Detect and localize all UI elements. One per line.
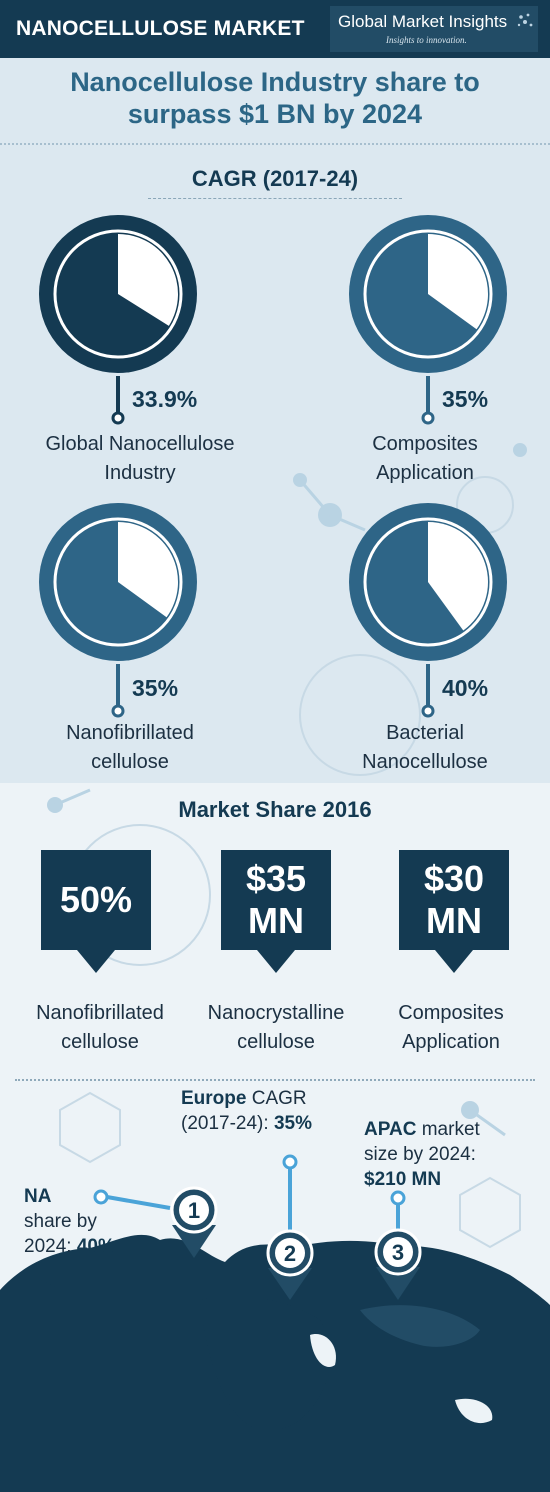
headline-line-2: surpass $1 BN by 2024: [127, 99, 423, 129]
pie-slice-3: [428, 522, 489, 631]
map-pin-icon-1: 1: [170, 1186, 218, 1258]
regions-divider: [15, 1079, 535, 1081]
region-na-caption: 2024:: [24, 1236, 77, 1257]
map-pin-number-2: 2: [284, 1241, 296, 1266]
header-bar: NANOCELLULOSE MARKET Global Market Insig…: [0, 0, 550, 58]
region-note-na-line-2: share by: [24, 1211, 97, 1232]
share-callout-0-value: 50%: [41, 850, 151, 950]
region-note-apac-line-1: APAC market: [364, 1117, 480, 1142]
pie-value-label-0: 33.9%: [132, 386, 198, 412]
map-pin-number-1: 1: [188, 1198, 200, 1223]
pie-ring-0: [53, 229, 183, 359]
sparkle-icon: [517, 13, 533, 27]
brand-tagline: Insights to innovation.: [386, 35, 467, 45]
pie-value-label-2: 35%: [132, 675, 179, 701]
pin-connector-apac: [390, 1190, 406, 1230]
pie-slice-2: [118, 522, 178, 618]
pie-category-label-2-line-1: Nanofibrillated: [66, 722, 194, 744]
headline: Nanocellulose Industry share to surpass …: [0, 66, 550, 130]
market-share-section-title: Market Share 2016: [178, 797, 372, 822]
region-na-name: NA: [24, 1186, 52, 1207]
region-apac-name: APAC: [364, 1119, 417, 1140]
brand-name: Global Market Insights: [338, 12, 508, 31]
share-callout-2: $30 MN: [399, 850, 509, 973]
headline-line-1: Nanocellulose Industry share to: [70, 67, 480, 97]
pie-category-label-2-line-2: cellulose: [91, 751, 169, 773]
pie-stem-dot-0: [111, 411, 125, 425]
share-label-1-line-2: cellulose: [237, 1031, 315, 1053]
share-callout-2-value-line-2: MN: [425, 900, 482, 941]
region-note-europe-line-1: Europe CAGR: [181, 1086, 312, 1111]
header-title: NANOCELLULOSE MARKET: [16, 17, 305, 40]
pie-ring-1: [363, 229, 493, 359]
pie-category-label-0: Global Nanocellulose Industry: [10, 430, 270, 488]
region-note-na-line-3: 2024: 40%: [24, 1234, 115, 1259]
region-na-value: 40%: [76, 1236, 115, 1257]
brand-logo: Global Market Insights Insights to innov…: [330, 6, 538, 52]
share-callout-2-shape: [399, 850, 509, 973]
share-callout-2-value: $30 MN: [399, 850, 509, 950]
region-note-europe-line-2: (2017-24): 35%: [181, 1111, 312, 1136]
share-label-0: Nanofibrillated cellulose: [10, 999, 190, 1057]
share-label-0-line-1: Nanofibrillated: [36, 1002, 164, 1024]
pie-value-label-3: 40%: [442, 675, 489, 701]
pie-category-label-3: Bacterial Nanocellulose: [300, 719, 550, 777]
pie-stem-dot-2: [111, 704, 125, 718]
region-europe-value: 35%: [273, 1113, 312, 1134]
share-label-1: Nanocrystalline cellulose: [188, 999, 364, 1057]
pie-category-label-0-line-1: Global Nanocellulose: [45, 433, 235, 455]
share-label-2-line-2: Application: [402, 1031, 500, 1053]
share-label-2-line-1: Composites: [398, 1002, 504, 1024]
headline-divider: [0, 143, 550, 145]
pie-category-label-1: Composites Application: [300, 430, 550, 488]
map-pin-icon-2: 2: [266, 1229, 314, 1300]
region-note-apac: APAC market size by 2024: $210 MN: [364, 1117, 480, 1192]
region-europe-caption-2: (2017-24):: [181, 1113, 274, 1134]
pie-slice-1: [428, 234, 489, 330]
share-callout-1-value-line-2: MN: [247, 900, 304, 941]
region-note-apac-line-2: size by 2024:: [364, 1144, 476, 1165]
share-label-0-line-2: cellulose: [61, 1031, 139, 1053]
share-callout-0-value-line-1: 50%: [59, 879, 133, 920]
region-note-apac-line-3: $210 MN: [364, 1167, 480, 1192]
share-callout-0-shape: [41, 850, 151, 973]
pie-category-label-2: Nanofibrillated cellulose: [10, 719, 250, 777]
share-callout-0: 50%: [41, 850, 151, 973]
region-europe-name: Europe: [181, 1088, 247, 1109]
pie-category-label-0-line-2: Industry: [104, 462, 176, 484]
region-note-na: NA share by 2024: 40%: [24, 1184, 115, 1259]
share-label-2: Composites Application: [366, 999, 536, 1057]
share-callout-1-value: $35 MN: [221, 850, 331, 950]
pie-value-label-1: 35%: [442, 386, 489, 412]
cagr-section-title: CAGR (2017-24): [191, 166, 359, 191]
pie-category-label-1-line-2: Application: [376, 462, 474, 484]
pie-category-label-3-line-1: Bacterial: [386, 722, 464, 744]
region-apac-value: $210 MN: [364, 1169, 442, 1190]
share-callout-1: $35 MN: [221, 850, 331, 973]
pie-stem-dot-1: [421, 411, 435, 425]
pin-connector-na: [93, 1189, 171, 1210]
share-callout-2-value-line-1: $30: [423, 858, 485, 899]
map-pin-icon-3: 3: [374, 1228, 422, 1300]
region-note-na-line-1: NA: [24, 1184, 115, 1209]
pie-category-label-1-line-1: Composites: [372, 433, 478, 455]
share-label-1-line-1: Nanocrystalline: [207, 1002, 345, 1024]
pin-connector-europe: [282, 1154, 298, 1235]
pie-ring-2: [53, 517, 183, 647]
share-callout-1-value-line-1: $35: [245, 858, 307, 899]
share-callout-1-shape: [221, 850, 331, 973]
pie-stem-dot-3: [421, 704, 435, 718]
region-europe-caption-1: CAGR: [246, 1088, 307, 1109]
pie-category-label-3-line-2: Nanocellulose: [362, 751, 488, 773]
pie-slice-0: [118, 234, 178, 326]
cagr-title-underline: [148, 198, 402, 199]
cagr-pie-charts: [39, 215, 507, 718]
pie-ring-3: [363, 517, 493, 647]
region-note-europe: Europe CAGR (2017-24): 35%: [181, 1086, 312, 1136]
map-pin-number-3: 3: [392, 1240, 404, 1265]
region-apac-caption-1: market: [416, 1119, 480, 1140]
